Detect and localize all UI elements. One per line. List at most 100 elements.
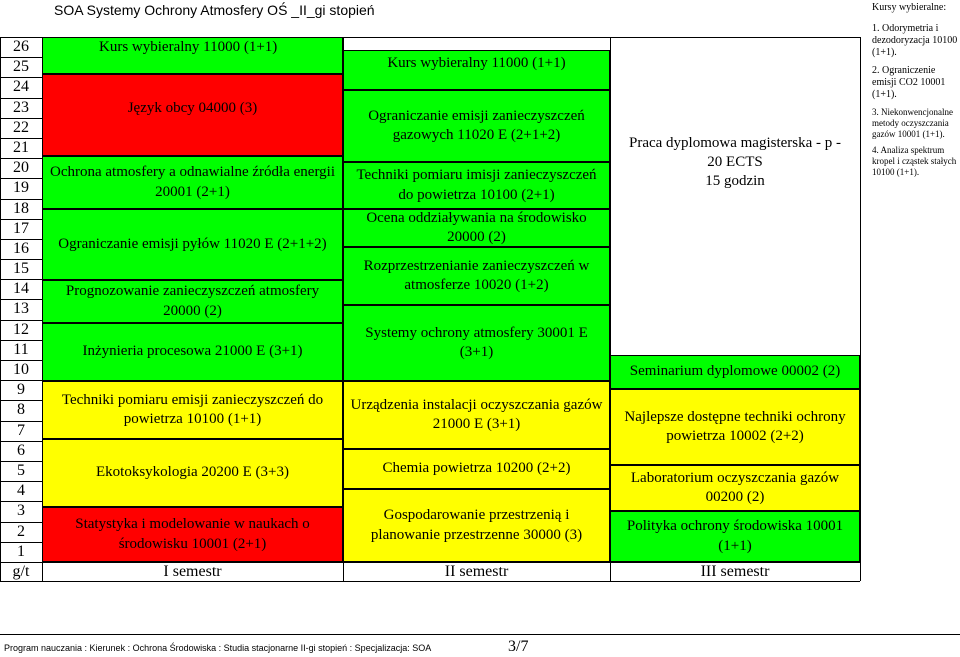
row-divider xyxy=(0,97,42,99)
course-najlepsze-techniki: Najlepsze dostępne techniki ochrony powi… xyxy=(610,389,860,465)
course-kurs-wybieralny-sem2: Kurs wybieralny 11000 (1+1) xyxy=(343,50,610,90)
semester-header-1: I semestr xyxy=(163,563,222,580)
row-number: 5 xyxy=(17,461,25,479)
grid-line-top xyxy=(0,37,860,38)
elective-note-3: 3. Niekonwencjonalne metody oczyszczania… xyxy=(872,107,953,139)
row-divider xyxy=(0,57,42,59)
row-divider xyxy=(0,420,42,422)
row-number: 24 xyxy=(13,78,29,96)
row-divider xyxy=(0,501,42,503)
course-label: Laboratorium oczyszczania gazów 00200 (2… xyxy=(630,469,840,506)
row-number: 3 xyxy=(17,502,25,520)
grid-line-sem1 xyxy=(343,37,344,581)
course-ochrona-atmosfery: Ochrona atmosfery a odnawialne źródła en… xyxy=(42,156,343,209)
row-divider xyxy=(0,440,42,442)
course-label: Kurs wybieralny 11000 (1+1) xyxy=(387,55,566,72)
row-divider xyxy=(0,380,42,382)
course-gospodarowanie: Gospodarowanie przestrzenią i planowanie… xyxy=(343,489,610,562)
course-techniki-pomiaru-emisji: Techniki pomiaru emisji zanieczyszczeń d… xyxy=(42,381,343,439)
row-divider xyxy=(0,339,42,341)
semester-header-2: II semestr xyxy=(444,563,509,580)
course-label: Statystyka i modelowanie w naukach o śro… xyxy=(75,516,310,552)
row-number: 14 xyxy=(13,280,29,298)
elective-notes: Kursy wybieralne: 1. Odorymetria i dezod… xyxy=(872,0,958,178)
course-label: Najlepsze dostępne techniki ochrony powi… xyxy=(624,408,846,445)
course-ograniczanie-pylow: Ograniczanie emisji pyłów 11020 E (2+1+2… xyxy=(42,209,343,280)
row-number: 12 xyxy=(13,320,29,338)
row-number: 22 xyxy=(13,118,29,136)
course-ograniczanie-gazowych: Ograniczanie emisji zanieczyszczeń gazow… xyxy=(343,90,610,162)
row-divider xyxy=(0,400,42,402)
row-divider xyxy=(0,238,42,240)
course-polityka: Polityka ochrony środowiska 10001 (1+1) xyxy=(610,511,860,562)
row-divider xyxy=(0,77,42,79)
course-label: Chemia powietrza 10200 (2+2) xyxy=(382,460,571,477)
course-label: Techniki pomiaru imisji zanieczyszczeń d… xyxy=(356,167,597,203)
course-jezyk-obcy: Język obcy 04000 (3) xyxy=(42,74,343,156)
row-divider xyxy=(0,259,42,261)
page-number: 3/7 xyxy=(508,638,529,655)
course-label: Prognozowanie zanieczyszczeń atmosfery 2… xyxy=(65,283,320,319)
row-divider xyxy=(0,117,42,119)
row-number: 10 xyxy=(13,361,29,379)
thesis-hours: 15 godzin xyxy=(705,172,765,189)
course-label: Ocena oddziaływania na środowisko 20000 … xyxy=(366,209,587,246)
course-techniki-imisji: Techniki pomiaru imisji zanieczyszczeń d… xyxy=(343,162,610,209)
course-label: Ograniczanie emisji pyłów 11020 E (2+1+2… xyxy=(58,235,327,252)
course-label: Kurs wybieralny 11000 (1+1) xyxy=(99,39,278,55)
row-divider xyxy=(0,279,42,281)
row-number: 1 xyxy=(17,542,25,560)
course-label: Ekotoksykologia 20200 E (3+3) xyxy=(95,464,290,481)
row-divider xyxy=(0,360,42,362)
row-divider xyxy=(0,158,42,160)
course-ekotoksykologia: Ekotoksykologia 20200 E (3+3) xyxy=(42,439,343,507)
row-number: 4 xyxy=(17,482,25,500)
row-number: 18 xyxy=(13,199,29,217)
course-inzynieria-procesowa: Inżynieria procesowa 21000 E (3+1) xyxy=(42,323,343,381)
course-label: Rozprzestrzenianie zanieczyszczeń w atmo… xyxy=(363,257,590,294)
course-statystyka: Statystyka i modelowanie w naukach o śro… xyxy=(42,507,343,562)
course-label: Ochrona atmosfery a odnawialne źródła en… xyxy=(49,164,336,200)
course-kurs-wybieralny-sem1: Kurs wybieralny 11000 (1+1) xyxy=(42,37,343,74)
grid-line-rownum xyxy=(42,37,43,581)
row-divider xyxy=(0,460,42,462)
course-label: Systemy ochrony atmosfery 30001 E (3+1) xyxy=(365,324,588,361)
course-label: Seminarium dyplomowe 00002 (2) xyxy=(629,363,841,380)
row-divider xyxy=(0,299,42,301)
semester-header-gt: g/t xyxy=(12,563,30,580)
course-label: Polityka ochrony środowiska 10001 (1+1) xyxy=(626,518,844,554)
course-label: Inżynieria procesowa 21000 E (3+1) xyxy=(82,343,303,360)
elective-note-1: 1. Odorymetria i dezodoryzacja 10100 (1+… xyxy=(872,23,958,58)
footer-rule xyxy=(0,634,960,635)
course-chemia-powietrza: Chemia powietrza 10200 (2+2) xyxy=(343,449,610,489)
course-label: Ograniczanie emisji zanieczyszczeń gazow… xyxy=(368,107,585,144)
row-number: 21 xyxy=(13,138,29,156)
course-label: Urządzenia instalacji oczyszczania gazów… xyxy=(350,396,603,433)
elective-notes-title: Kursy wybieralne: xyxy=(872,2,947,13)
row-number: 20 xyxy=(13,159,29,177)
row-divider xyxy=(0,521,42,523)
grid-line-right xyxy=(860,37,861,581)
row-number: 8 xyxy=(17,401,25,419)
row-divider xyxy=(0,218,42,220)
course-label: Gospodarowanie przestrzenią i planowanie… xyxy=(370,507,583,543)
row-number: 16 xyxy=(13,239,29,257)
row-number: 9 xyxy=(17,381,25,399)
grid-line-header xyxy=(0,562,860,563)
course-prognozowanie: Prognozowanie zanieczyszczeń atmosfery 2… xyxy=(42,280,343,323)
semester-header-3: III semestr xyxy=(700,563,770,580)
row-number: 23 xyxy=(13,98,29,116)
document-title: SOA Systemy Ochrony Atmosfery OŚ _II_gi … xyxy=(54,2,375,18)
grid-line-bottom xyxy=(0,581,860,582)
row-divider xyxy=(0,137,42,139)
row-number: 25 xyxy=(13,58,29,76)
course-laboratorium: Laboratorium oczyszczania gazów 00200 (2… xyxy=(610,465,860,511)
row-divider xyxy=(0,319,42,321)
row-number: 17 xyxy=(13,219,29,237)
row-number: 7 xyxy=(17,421,25,439)
course-rozprzestrzenianie: Rozprzestrzenianie zanieczyszczeń w atmo… xyxy=(343,247,610,305)
row-divider xyxy=(0,198,42,200)
row-divider xyxy=(0,481,42,483)
thesis-block: Praca dyplomowa magisterska - p - 20 ECT… xyxy=(610,134,860,190)
